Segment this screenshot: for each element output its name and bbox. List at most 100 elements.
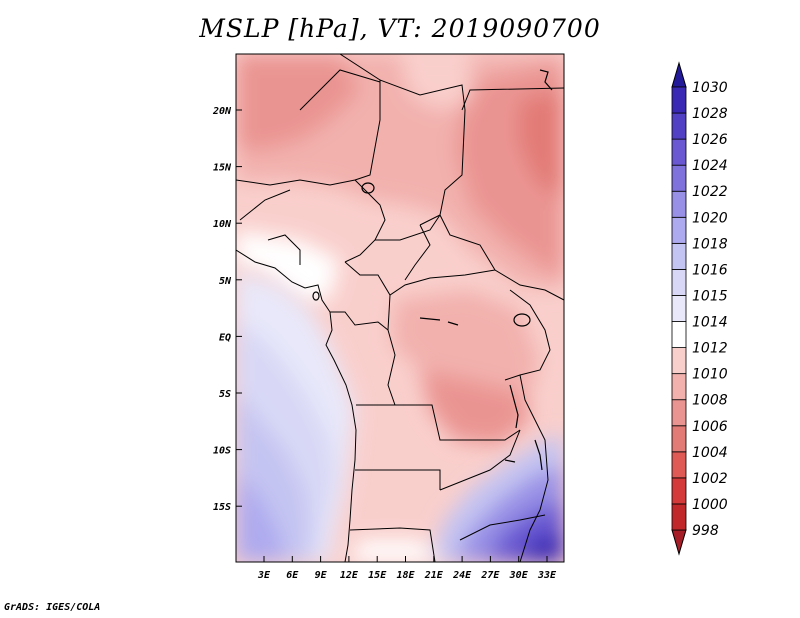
congo-river-segment (419, 317, 459, 326)
lat-label: 20N (212, 106, 232, 117)
colorbar-segment (671, 373, 687, 401)
colorbar-label: 1006 (692, 419, 728, 435)
colorbar-segment (671, 503, 687, 531)
border-chad-inner (404, 224, 431, 281)
border-west-inland (239, 189, 291, 221)
colorbar-segment (671, 399, 687, 427)
border-zambia (439, 429, 521, 491)
colorbar-label: 1015 (692, 288, 728, 304)
lon-label: 12E (340, 570, 359, 581)
footer-credit: GrADS: IGES/COLA (4, 602, 101, 613)
field-1030-southeast (515, 530, 564, 562)
colorbar-segment (671, 190, 687, 218)
border-nigeria (344, 179, 386, 263)
border-angola-south (355, 469, 441, 490)
colorbar-label: 998 (692, 523, 719, 539)
colorbar-label: 1012 (692, 341, 728, 357)
colorbar-label: 1008 (692, 393, 728, 409)
country-borders (236, 54, 564, 562)
colorbar-segment (671, 295, 687, 322)
colorbar-segment (671, 164, 687, 192)
colorbar-label: 1018 (692, 236, 728, 252)
lon-label: 27E (480, 570, 500, 581)
border-mozambique (519, 374, 549, 562)
lon-label: 6E (286, 570, 299, 581)
nile-delta (539, 69, 553, 91)
colorbar-label: 1028 (692, 106, 728, 122)
border-gabon (330, 311, 389, 331)
field-1010-central (392, 290, 540, 395)
lat-label: 15S (213, 502, 231, 513)
lon-label: 15E (368, 570, 387, 581)
border-sahel (236, 179, 356, 186)
border-ghana (267, 234, 301, 265)
colorbar-segment (671, 347, 687, 375)
lon-label: 3E (257, 570, 271, 581)
border-zimbabwe (459, 514, 546, 541)
lake-tanganyika (509, 384, 519, 429)
longitude-axis: 3E 6E 9E 12E 15E 18E 21E 24E 27E 30E 33E (257, 556, 557, 581)
field-1006-east (518, 90, 564, 200)
colorbar-segment (671, 138, 687, 166)
west-coastline (236, 249, 357, 562)
pressure-field (236, 54, 564, 562)
border-egypt-sudan (461, 87, 564, 111)
colorbar-label: 1014 (692, 315, 728, 331)
map-title: MSLP [hPa], VT: 2019090700 (199, 14, 601, 43)
colorbar-segment (671, 451, 687, 479)
colorbar-label: 1020 (692, 210, 728, 226)
border-libya-chad (379, 79, 466, 226)
border-congo-drc (387, 294, 521, 441)
lat-label: 5S (219, 389, 231, 400)
colorbar-max-triangle (671, 61, 687, 88)
colorbar-label: 1022 (692, 184, 728, 200)
colorbar-segment (671, 477, 687, 505)
colorbar-label: 1024 (692, 158, 728, 174)
border-chad-car (375, 214, 441, 241)
map-frame (235, 53, 565, 563)
lake-kariba (504, 459, 516, 463)
lat-label: 10S (213, 446, 231, 457)
colorbar-label: 1026 (692, 132, 728, 148)
lon-label: 30E (509, 570, 529, 581)
colorbar-segment (671, 216, 687, 244)
colorbar-segment (671, 269, 687, 296)
border-mali-algeria (299, 69, 381, 111)
field-1014-south (350, 540, 440, 562)
border-namibia (349, 527, 436, 562)
field-1008-northwest (236, 54, 360, 150)
lon-label: 21E (424, 570, 444, 581)
lon-label: 24E (452, 570, 472, 581)
lon-label: 18E (396, 570, 415, 581)
colorbar-label: 1030 (692, 80, 728, 96)
field-1014-gulf (236, 230, 340, 300)
lake-chad (361, 182, 375, 194)
colorbar: 998 1000 1002 1004 1006 1008 1010 1012 1014 1015 1… (671, 61, 728, 556)
colorbar-segment (671, 86, 687, 114)
colorbar-segment (671, 242, 687, 270)
colorbar-label: 1004 (692, 445, 728, 461)
border-car-sudan (439, 214, 564, 301)
bioko-island (312, 291, 320, 301)
lon-label: 9E (315, 570, 328, 581)
lat-label: 10N (213, 219, 232, 230)
lon-label: 33E (537, 570, 557, 581)
lat-label: 5N (219, 276, 232, 287)
field-1012-north-patch (400, 54, 470, 110)
colorbar-segment (671, 321, 687, 348)
colorbar-segment (671, 112, 687, 140)
latitude-axis: 20N 15N 10N 5N EQ 5S 10S 15S (212, 106, 242, 513)
lake-victoria (513, 313, 531, 327)
lake-malawi (534, 439, 543, 471)
colorbar-label: 1000 (692, 497, 728, 513)
colorbar-label: 1016 (692, 262, 728, 278)
border-cameroon-car (344, 261, 496, 296)
border-niger-algeria (339, 54, 381, 181)
colorbar-label: 1002 (692, 471, 728, 487)
lat-label: 15N (213, 163, 232, 174)
lakes (312, 69, 553, 471)
colorbar-min-triangle (671, 529, 687, 556)
colorbar-label: 1010 (692, 367, 728, 383)
colorbar-segment (671, 425, 687, 453)
